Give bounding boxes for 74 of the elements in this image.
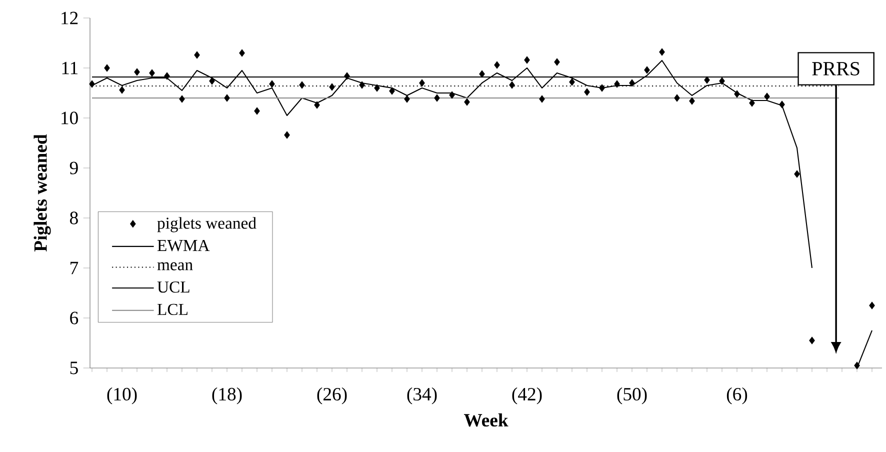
point [359,81,365,89]
point [194,51,200,59]
point [524,56,530,64]
x-tick-label: (10) [107,387,137,404]
point [794,170,800,178]
legend-label: piglets weaned [157,217,256,232]
legend-label: LCL [157,304,188,316]
point [674,94,680,102]
y-tick-label: 10 [62,112,78,124]
point [89,80,95,88]
point [149,69,155,77]
point [779,100,785,108]
y-tick-label: 5 [70,362,78,374]
point [464,98,470,106]
point [449,91,455,99]
point [644,66,650,74]
point [104,64,110,72]
point [284,131,290,139]
point [869,302,875,310]
point [704,76,710,84]
point [554,58,560,66]
point [179,95,185,103]
point [659,48,665,56]
point [119,86,125,94]
point [509,81,515,89]
point [314,101,320,109]
point [164,72,170,80]
point [479,70,485,78]
point [539,95,545,103]
point [584,88,590,96]
annotation: PRRS [812,62,860,76]
point [719,77,725,85]
x-tick-label: (50) [617,387,647,404]
point [254,107,260,115]
point [734,90,740,98]
x-tick-label: (26) [317,387,347,404]
x-tick-label: (18) [212,387,242,404]
point [629,79,635,87]
y-axis-title: Piglets weaned [34,134,51,252]
point [494,61,500,69]
point [329,83,335,91]
point [389,87,395,95]
point [749,99,755,107]
y-tick-label: 11 [62,62,78,74]
x-tick-label: (34) [407,387,437,404]
point [434,94,440,102]
point [134,68,140,76]
point [764,92,770,100]
y-tick-label: 9 [70,162,78,174]
point [374,84,380,92]
point [569,78,575,86]
y-tick-label: 7 [70,262,78,274]
point [269,80,275,88]
x-tick-label: (6) [726,387,748,404]
point [599,84,605,92]
point [854,362,860,370]
point [614,80,620,88]
point [209,77,215,85]
y-tick-label: 6 [70,312,78,324]
point [344,72,350,80]
point [239,49,245,57]
legend-label: mean [157,262,193,270]
point [809,336,815,344]
x-tick-label: (42) [512,387,542,404]
point [404,95,410,103]
legend-label: EWMA [157,240,210,252]
x-axis-title: Week [464,413,508,427]
legend-label: UCL [157,281,190,293]
point [419,79,425,87]
y-tick-label: 12 [62,12,78,24]
point [299,81,305,89]
point [224,94,230,102]
y-tick-label: 8 [70,212,78,224]
point [689,97,695,105]
